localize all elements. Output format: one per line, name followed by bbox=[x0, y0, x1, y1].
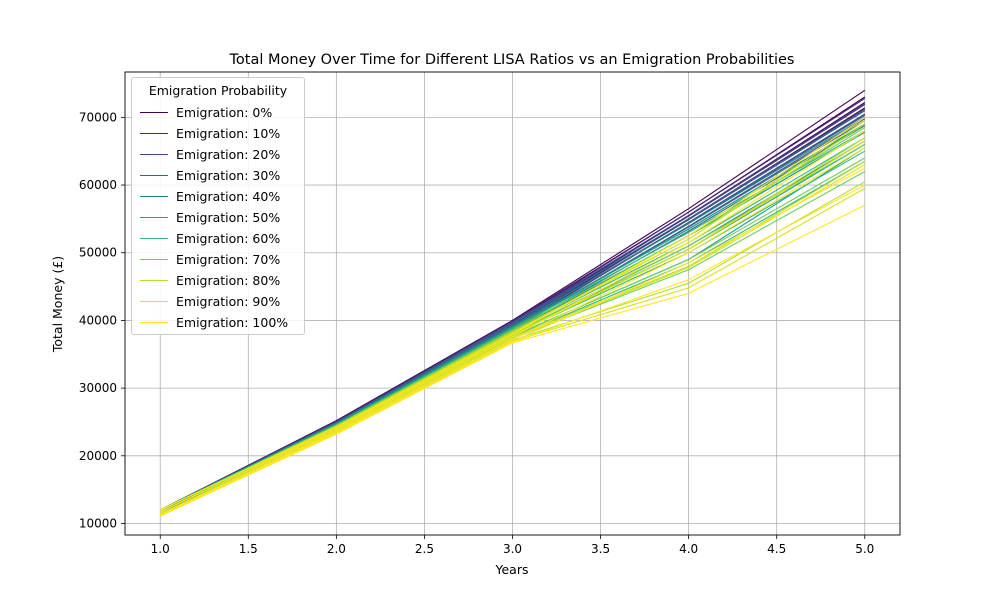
legend-item: Emigration: 80% bbox=[140, 270, 280, 290]
x-tick-label: 4.5 bbox=[767, 542, 786, 556]
y-tick-label: 30000 bbox=[79, 381, 117, 395]
y-axis-label: Total Money (£) bbox=[50, 256, 65, 353]
legend-swatch bbox=[140, 174, 168, 176]
legend-swatch bbox=[140, 132, 168, 134]
legend-label: Emigration: 70% bbox=[176, 251, 281, 267]
legend-item: Emigration: 60% bbox=[140, 228, 280, 248]
legend-item: Emigration: 50% bbox=[140, 207, 280, 227]
y-tick-label: 40000 bbox=[79, 313, 117, 327]
series-line-10-5 bbox=[159, 204, 866, 517]
legend-label: Emigration: 40% bbox=[176, 188, 281, 204]
legend-label: Emigration: 0% bbox=[176, 104, 273, 120]
legend-label: Emigration: 50% bbox=[176, 209, 281, 225]
x-axis-label: Years bbox=[495, 562, 529, 577]
legend-title: Emigration Probability bbox=[148, 83, 288, 98]
legend-item: Emigration: 20% bbox=[140, 144, 280, 164]
series-line-10-2 bbox=[159, 147, 866, 515]
legend-label: Emigration: 90% bbox=[176, 293, 281, 309]
legend-swatch bbox=[140, 195, 168, 197]
legend-label: Emigration: 60% bbox=[176, 230, 281, 246]
x-tick-label: 3.0 bbox=[503, 542, 522, 556]
y-tick-label: 50000 bbox=[79, 246, 117, 260]
legend-swatch bbox=[140, 237, 168, 239]
y-tick-label: 10000 bbox=[79, 516, 117, 530]
x-tick-label: 3.5 bbox=[591, 542, 610, 556]
legend-label: Emigration: 10% bbox=[176, 125, 281, 141]
legend-item: Emigration: 10% bbox=[140, 123, 280, 143]
legend-swatch bbox=[140, 300, 168, 302]
legend-label: Emigration: 30% bbox=[176, 167, 281, 183]
series-line-10-0 bbox=[159, 116, 866, 511]
series-line-10-3 bbox=[159, 167, 866, 516]
x-tick-label: 1.5 bbox=[239, 542, 258, 556]
legend-item: Emigration: 40% bbox=[140, 186, 280, 206]
chart-title: Total Money Over Time for Different LISA… bbox=[229, 52, 795, 68]
legend-swatch bbox=[140, 321, 168, 323]
legend: Emigration Probability Emigration: 0% Emi… bbox=[131, 77, 305, 335]
x-tick-label: 5.0 bbox=[855, 542, 874, 556]
x-tick-label: 1.0 bbox=[151, 542, 170, 556]
x-tick-label: 2.5 bbox=[415, 542, 434, 556]
legend-swatch bbox=[140, 216, 168, 218]
legend-label: Emigration: 80% bbox=[176, 272, 281, 288]
legend-item: Emigration: 30% bbox=[140, 165, 280, 185]
legend-label: Emigration: 20% bbox=[176, 146, 281, 162]
legend-swatch bbox=[140, 111, 168, 113]
x-tick-label: 2.0 bbox=[327, 542, 346, 556]
y-tick-label: 70000 bbox=[79, 110, 117, 124]
legend-swatch bbox=[140, 153, 168, 155]
legend-item: Emigration: 0% bbox=[140, 102, 272, 122]
legend-item: Emigration: 100% bbox=[140, 312, 288, 332]
y-tick-label: 20000 bbox=[79, 449, 117, 463]
legend-item: Emigration: 90% bbox=[140, 291, 280, 311]
x-tick-label: 4.0 bbox=[679, 542, 698, 556]
legend-swatch bbox=[140, 258, 168, 260]
legend-label: Emigration: 100% bbox=[176, 314, 289, 330]
legend-item: Emigration: 70% bbox=[140, 249, 280, 269]
y-tick-label: 60000 bbox=[79, 178, 117, 192]
x-axis-ticks: 1.0 1.5 2.0 2.5 3.0 3.5 4.0 4.5 5.0 bbox=[151, 535, 874, 556]
y-axis-ticks: 10000 20000 30000 40000 50000 60000 70000 bbox=[79, 110, 125, 530]
series-lines bbox=[159, 89, 866, 517]
series-line-10-1 bbox=[159, 130, 866, 513]
legend-swatch bbox=[140, 279, 168, 281]
